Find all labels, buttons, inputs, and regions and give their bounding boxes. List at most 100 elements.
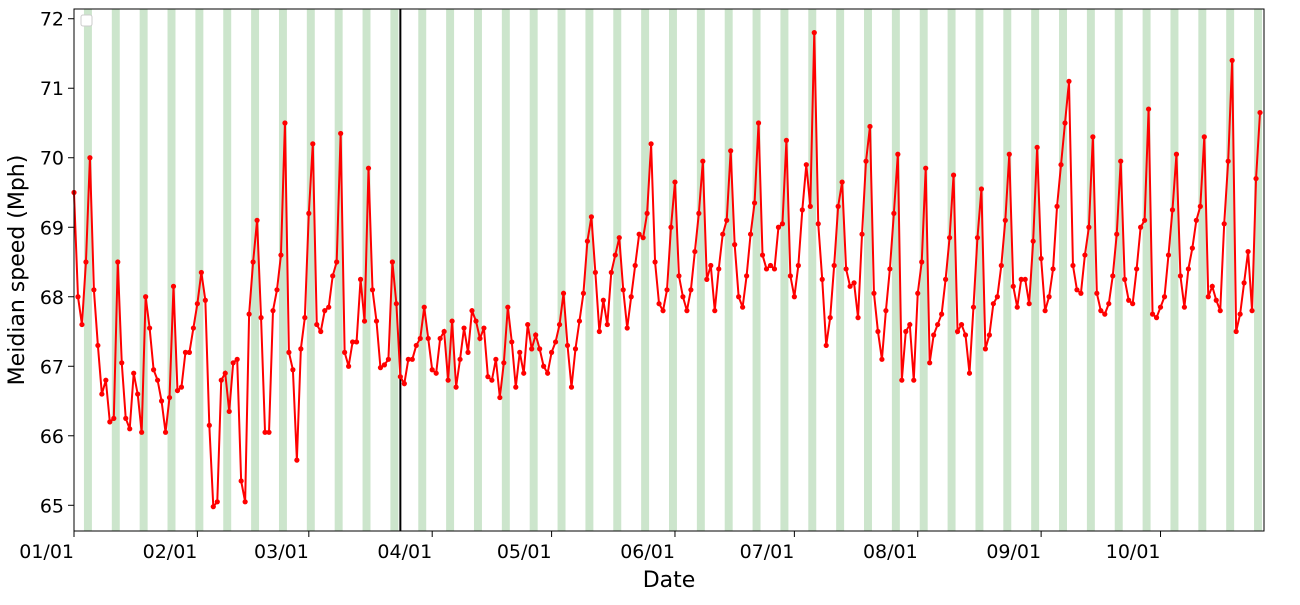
data-point xyxy=(994,294,1000,300)
data-point xyxy=(465,349,471,355)
data-point xyxy=(986,332,992,338)
weekend-band xyxy=(529,9,538,531)
weekend-band xyxy=(1226,9,1235,531)
data-point xyxy=(457,356,463,362)
plot-layer xyxy=(71,9,1263,531)
data-point xyxy=(1225,158,1231,164)
legend-box xyxy=(80,14,93,27)
data-point xyxy=(393,301,399,307)
data-point xyxy=(608,269,614,276)
data-point xyxy=(1098,308,1104,314)
weekend-band xyxy=(1114,9,1123,531)
weekend-band xyxy=(696,9,705,531)
data-point xyxy=(831,262,837,269)
data-point xyxy=(568,384,575,390)
data-point xyxy=(839,179,845,185)
data-point xyxy=(401,381,407,387)
data-point xyxy=(1185,266,1191,272)
weekend-band xyxy=(167,9,176,531)
data-point xyxy=(342,349,348,355)
data-point xyxy=(238,478,244,484)
data-point xyxy=(409,356,415,362)
data-point xyxy=(887,266,893,272)
data-point xyxy=(851,280,857,286)
data-point xyxy=(775,224,782,230)
data-point xyxy=(1173,151,1180,157)
weekend-band xyxy=(83,9,92,531)
data-point xyxy=(552,339,559,345)
data-point xyxy=(1082,252,1088,258)
data-point xyxy=(1221,221,1227,227)
data-point xyxy=(1138,224,1144,230)
data-point xyxy=(501,360,507,366)
data-point xyxy=(1197,203,1203,210)
data-point xyxy=(1026,301,1032,307)
data-point xyxy=(572,346,579,352)
data-point xyxy=(361,318,368,324)
weekend-band xyxy=(278,9,287,531)
data-point xyxy=(433,370,439,376)
weekend-band xyxy=(557,9,566,531)
data-point xyxy=(1038,255,1044,262)
data-point xyxy=(1118,158,1124,164)
x-tick-label: 07/01 xyxy=(740,541,795,563)
data-point xyxy=(704,276,710,282)
data-point xyxy=(186,349,193,355)
data-point xyxy=(119,360,125,366)
data-point xyxy=(373,318,380,324)
data-point xyxy=(931,332,937,338)
data-point xyxy=(1114,231,1120,237)
data-point xyxy=(616,235,622,241)
data-point xyxy=(95,342,101,349)
data-point xyxy=(871,290,877,296)
data-point xyxy=(915,290,921,296)
y-tick-label: 69 xyxy=(40,217,64,239)
data-point xyxy=(736,294,742,300)
data-point xyxy=(198,269,204,276)
data-point xyxy=(779,221,786,227)
data-point xyxy=(592,269,598,276)
weekend-band xyxy=(975,9,984,531)
data-point xyxy=(716,266,722,272)
data-point xyxy=(1014,304,1020,310)
weekend-band xyxy=(864,9,872,531)
x-tick-label: 05/01 xyxy=(497,541,552,563)
data-point xyxy=(449,318,455,324)
data-point xyxy=(1034,144,1040,150)
data-point xyxy=(210,504,216,510)
data-point xyxy=(584,238,591,244)
data-point xyxy=(1233,328,1239,335)
data-point xyxy=(1062,120,1068,126)
data-point xyxy=(990,301,996,307)
data-point xyxy=(1237,311,1243,317)
data-point xyxy=(154,377,161,383)
data-point xyxy=(656,301,662,307)
weekend-band xyxy=(641,9,650,531)
x-tick-label: 04/01 xyxy=(377,541,432,563)
data-point xyxy=(1161,294,1168,300)
data-point xyxy=(158,398,165,404)
data-point xyxy=(469,308,475,314)
data-point xyxy=(759,252,766,258)
data-point xyxy=(946,235,953,241)
data-point xyxy=(636,231,642,237)
data-point xyxy=(246,311,252,317)
data-point xyxy=(306,210,312,216)
data-point xyxy=(1241,280,1247,286)
weekend-band xyxy=(306,9,315,531)
data-point xyxy=(744,273,750,279)
weekend-band xyxy=(418,9,427,531)
data-point xyxy=(962,332,969,338)
data-point xyxy=(919,259,925,265)
data-point xyxy=(123,415,129,421)
data-point xyxy=(162,429,169,435)
data-point xyxy=(310,141,316,147)
data-point xyxy=(624,325,630,331)
data-point xyxy=(258,315,264,321)
data-point xyxy=(950,172,957,178)
y-tick-label: 68 xyxy=(40,287,64,309)
data-point xyxy=(282,120,288,126)
data-point xyxy=(473,318,479,324)
data-point xyxy=(389,259,395,265)
